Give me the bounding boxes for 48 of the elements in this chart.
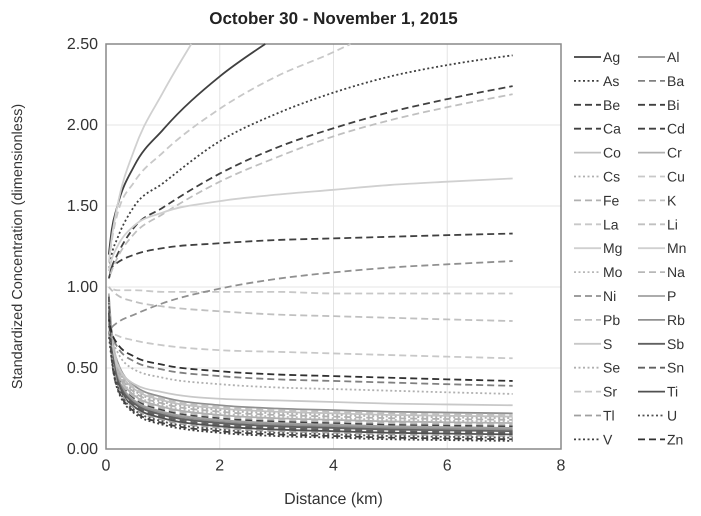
legend-label: Li xyxy=(667,216,678,232)
legend-label: La xyxy=(603,216,619,232)
legend-label: Cs xyxy=(603,168,620,184)
y-tick-label: 1.50 xyxy=(66,198,98,216)
legend-label: Ag xyxy=(603,49,620,65)
legend-label: Ca xyxy=(603,120,622,137)
legend-label: Zn xyxy=(667,431,684,448)
legend-label: Al xyxy=(667,49,680,65)
y-tick-label: 2.50 xyxy=(66,36,98,54)
legend-label: V xyxy=(603,431,613,448)
legend-label: Cu xyxy=(667,168,685,184)
legend-label: Cd xyxy=(667,120,685,137)
legend-label: Sn xyxy=(667,360,684,376)
x-tick-label: 4 xyxy=(329,457,338,474)
legend-label: U xyxy=(667,408,678,424)
y-tick-label: 1.00 xyxy=(66,279,98,296)
y-tick-label: 0.00 xyxy=(66,441,98,458)
y-tick-label: 0.50 xyxy=(66,360,98,378)
chart-title: October 30 - November 1, 2015 xyxy=(209,9,458,28)
legend-label: Se xyxy=(603,360,620,376)
legend-label: Ni xyxy=(603,288,616,304)
legend-label: Be xyxy=(603,96,620,113)
legend-label: Ba xyxy=(667,72,684,89)
legend-label: Na xyxy=(667,264,686,280)
x-tick-label: 8 xyxy=(556,457,566,474)
legend-label: Mg xyxy=(603,240,622,256)
legend-label: Fe xyxy=(603,192,620,208)
legend-label: Co xyxy=(603,144,622,161)
legend-label: K xyxy=(667,192,677,208)
x-tick-label: 2 xyxy=(215,457,224,474)
legend-label: S xyxy=(603,336,612,352)
legend-label: Pb xyxy=(603,312,620,328)
legend-label: Tl xyxy=(603,408,615,424)
legend-label: Mo xyxy=(603,264,623,280)
y-axis-title: Standardized Concentration (dimensionless) xyxy=(10,104,26,390)
legend-label: Sb xyxy=(667,336,684,352)
x-tick-label: 6 xyxy=(442,457,452,474)
legend-label: Rb xyxy=(667,312,686,328)
x-tick-label: 0 xyxy=(102,457,111,474)
legend-label: P xyxy=(667,288,676,304)
legend-label: Bi xyxy=(667,96,680,113)
x-axis-title: Distance (km) xyxy=(284,491,383,508)
legend-label: Sr xyxy=(603,384,618,400)
legend-label: Mn xyxy=(667,240,686,256)
legend-label: Ti xyxy=(667,384,678,400)
legend-label: Cr xyxy=(667,144,682,161)
y-tick-label: 2.00 xyxy=(66,117,98,134)
legend-label: As xyxy=(603,72,620,89)
